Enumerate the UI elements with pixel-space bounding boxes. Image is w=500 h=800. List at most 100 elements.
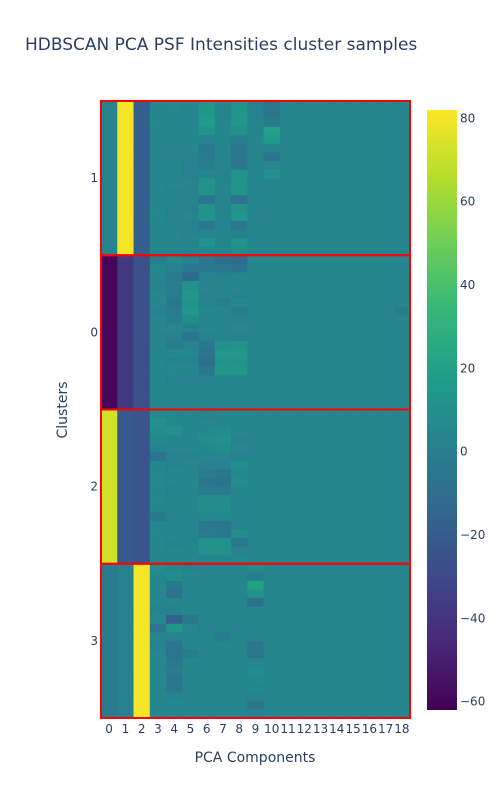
- heatmap-cell: [182, 126, 200, 136]
- heatmap-cell: [149, 392, 167, 402]
- heatmap-cell: [279, 203, 297, 213]
- heatmap-cell: [344, 280, 362, 291]
- x-tick-label: 17: [378, 722, 393, 736]
- heatmap-cell: [101, 101, 118, 111]
- heatmap-cell: [328, 212, 346, 222]
- heatmap-cell: [117, 289, 135, 299]
- heatmap-cell: [149, 700, 167, 711]
- heatmap-cell: [101, 109, 118, 119]
- heatmap-cell: [328, 555, 346, 565]
- heatmap-cell: [393, 195, 411, 205]
- heatmap-cell: [328, 358, 346, 368]
- heatmap-cell: [312, 392, 330, 402]
- heatmap-cell: [328, 615, 346, 625]
- heatmap-cell: [198, 135, 216, 145]
- heatmap-cell: [279, 478, 297, 488]
- heatmap-cell: [393, 615, 411, 625]
- heatmap-cell: [328, 220, 346, 231]
- heatmap-cell: [393, 572, 411, 582]
- heatmap-cell: [312, 272, 330, 282]
- heatmap-cell: [312, 512, 330, 522]
- heatmap-cell: [166, 666, 183, 676]
- heatmap-cell: [247, 101, 265, 111]
- heatmap-cell: [214, 495, 232, 505]
- heatmap-cell: [101, 315, 118, 325]
- heatmap-cell: [101, 692, 118, 702]
- heatmap-cell: [263, 563, 281, 573]
- heatmap-cell: [166, 392, 183, 402]
- heatmap-cell: [198, 126, 216, 136]
- heatmap-cell: [279, 220, 297, 231]
- heatmap-cell: [263, 272, 281, 282]
- heatmap-cell: [231, 298, 248, 308]
- heatmap-cell: [117, 675, 135, 685]
- heatmap-cell: [117, 340, 135, 351]
- heatmap-cell: [166, 298, 183, 308]
- heatmap-cell: [263, 246, 281, 256]
- heatmap-cell: [133, 460, 151, 471]
- x-tick-label: 13: [313, 722, 328, 736]
- heatmap-cell: [393, 255, 411, 265]
- heatmap-cell: [149, 495, 167, 505]
- heatmap-cell: [133, 435, 151, 445]
- heatmap-cell: [393, 340, 411, 351]
- heatmap-cell: [393, 503, 411, 513]
- heatmap-cell: [247, 598, 265, 608]
- heatmap-cell: [101, 452, 118, 462]
- heatmap-cell: [133, 452, 151, 462]
- heatmap-cell: [247, 486, 265, 496]
- heatmap-cell: [263, 692, 281, 702]
- heatmap-cell: [117, 649, 135, 659]
- heatmap-cell: [198, 460, 216, 471]
- heatmap-cell: [182, 152, 200, 162]
- y-axis-ticks: 1 0 2 3: [90, 171, 98, 648]
- heatmap-cell: [117, 186, 135, 196]
- heatmap-cell: [344, 126, 362, 136]
- heatmap-cell: [117, 349, 135, 359]
- heatmap-cell: [361, 143, 379, 154]
- heatmap-cell: [231, 589, 248, 599]
- heatmap-cell: [214, 572, 232, 582]
- heatmap-cell: [133, 443, 151, 453]
- heatmap-cell: [231, 658, 248, 668]
- heatmap-cell: [182, 443, 200, 453]
- heatmap-cell: [328, 306, 346, 316]
- heatmap-cell: [296, 272, 314, 282]
- heatmap-cell: [247, 118, 265, 128]
- heatmap-cell: [214, 400, 232, 411]
- heatmap-cell: [214, 640, 232, 651]
- heatmap-cell: [182, 340, 200, 351]
- heatmap-cell: [328, 503, 346, 513]
- heatmap-cell: [377, 606, 395, 616]
- heatmap-cell: [117, 692, 135, 702]
- heatmap-cell: [247, 306, 265, 316]
- heatmap-cell: [344, 118, 362, 128]
- heatmap-cell: [279, 289, 297, 299]
- heatmap-cell: [312, 135, 330, 145]
- heatmap-cell: [361, 435, 379, 445]
- heatmap-cell: [166, 195, 183, 205]
- heatmap-cell: [117, 709, 135, 719]
- heatmap-cell: [117, 246, 135, 256]
- heatmap-cell: [133, 392, 151, 402]
- heatmap-cell: [149, 229, 167, 239]
- heatmap-cell: [279, 443, 297, 453]
- heatmap-cell: [231, 229, 248, 239]
- heatmap-cell: [312, 452, 330, 462]
- heatmap-cell: [117, 109, 135, 119]
- heatmap-cell: [182, 135, 200, 145]
- heatmap-cell: [117, 255, 135, 265]
- heatmap-cell: [296, 615, 314, 625]
- heatmap-cell: [101, 546, 118, 556]
- heatmap-cell: [296, 375, 314, 385]
- heatmap-cell: [393, 563, 411, 573]
- x-tick-label: 7: [219, 722, 227, 736]
- heatmap-cell: [101, 606, 118, 616]
- heatmap-cell: [328, 340, 346, 351]
- heatmap-cell: [279, 272, 297, 282]
- heatmap-cell: [263, 306, 281, 316]
- heatmap-cell: [231, 460, 248, 471]
- heatmap-cell: [344, 623, 362, 633]
- heatmap-cell: [133, 246, 151, 256]
- heatmap-cell: [344, 306, 362, 316]
